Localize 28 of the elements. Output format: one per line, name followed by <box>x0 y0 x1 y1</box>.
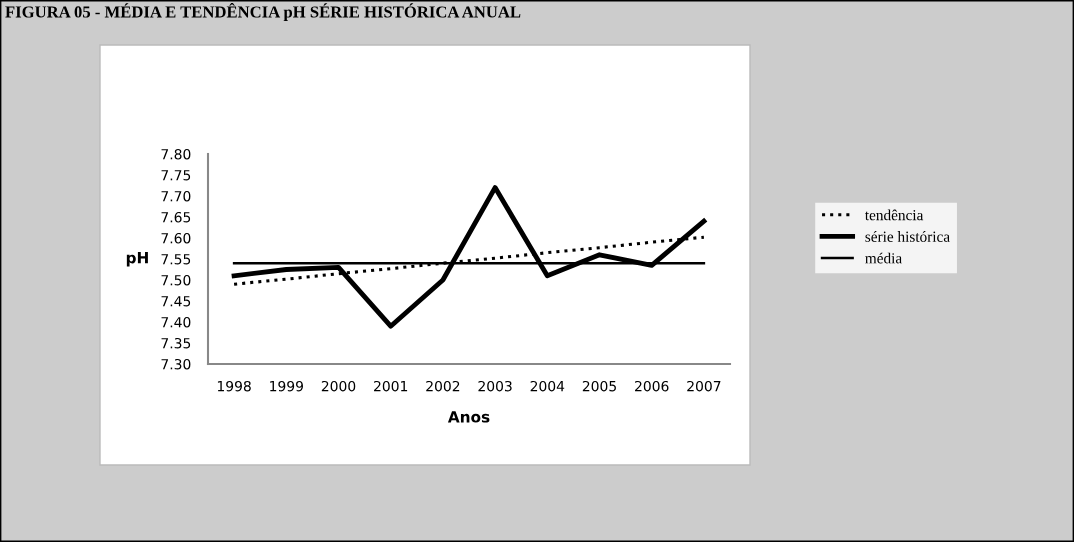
legend-label: tendência <box>864 209 924 221</box>
y-tick-label: 7.60 <box>161 232 191 244</box>
x-tick-label: 1998 <box>217 380 251 392</box>
y-tick-label: 7.45 <box>161 296 191 307</box>
x-axis-title: Anos <box>447 411 490 423</box>
y-tick-label: 7.40 <box>161 316 191 328</box>
y-tick-label: 7.75 <box>161 170 191 181</box>
y-tick-label: 7.80 <box>161 148 191 160</box>
x-tick-label: 2006 <box>635 380 669 392</box>
y-tick-label: 7.65 <box>161 211 191 223</box>
y-tick-label: 7.30 <box>161 358 191 370</box>
chart-title: FIGURA 05 - MÉDIA E TENDÊNCIA pH SÉRIE HISTÓRICA ANUAL <box>5 3 521 21</box>
legend-label: série histórica <box>865 231 950 242</box>
x-tick-label: 2004 <box>530 380 565 392</box>
y-tick-label: 7.70 <box>161 190 191 202</box>
x-tick-label: 2005 <box>582 380 616 392</box>
line-series <box>231 185 707 329</box>
x-tick-label: 2003 <box>478 380 512 392</box>
y-axis-title: pH <box>126 252 148 267</box>
x-tick-label: 2007 <box>687 380 721 392</box>
y-tick-label: 7.35 <box>161 337 191 349</box>
x-tick-label: 2001 <box>374 380 408 392</box>
y-tick-label: 7.55 <box>161 254 191 265</box>
x-tick-label: 2002 <box>426 380 460 392</box>
y-tick-label: 7.50 <box>161 274 191 286</box>
x-tick-label: 1999 <box>270 380 303 392</box>
x-tick-label: 2000 <box>321 380 356 392</box>
legend-label: média <box>865 252 902 264</box>
